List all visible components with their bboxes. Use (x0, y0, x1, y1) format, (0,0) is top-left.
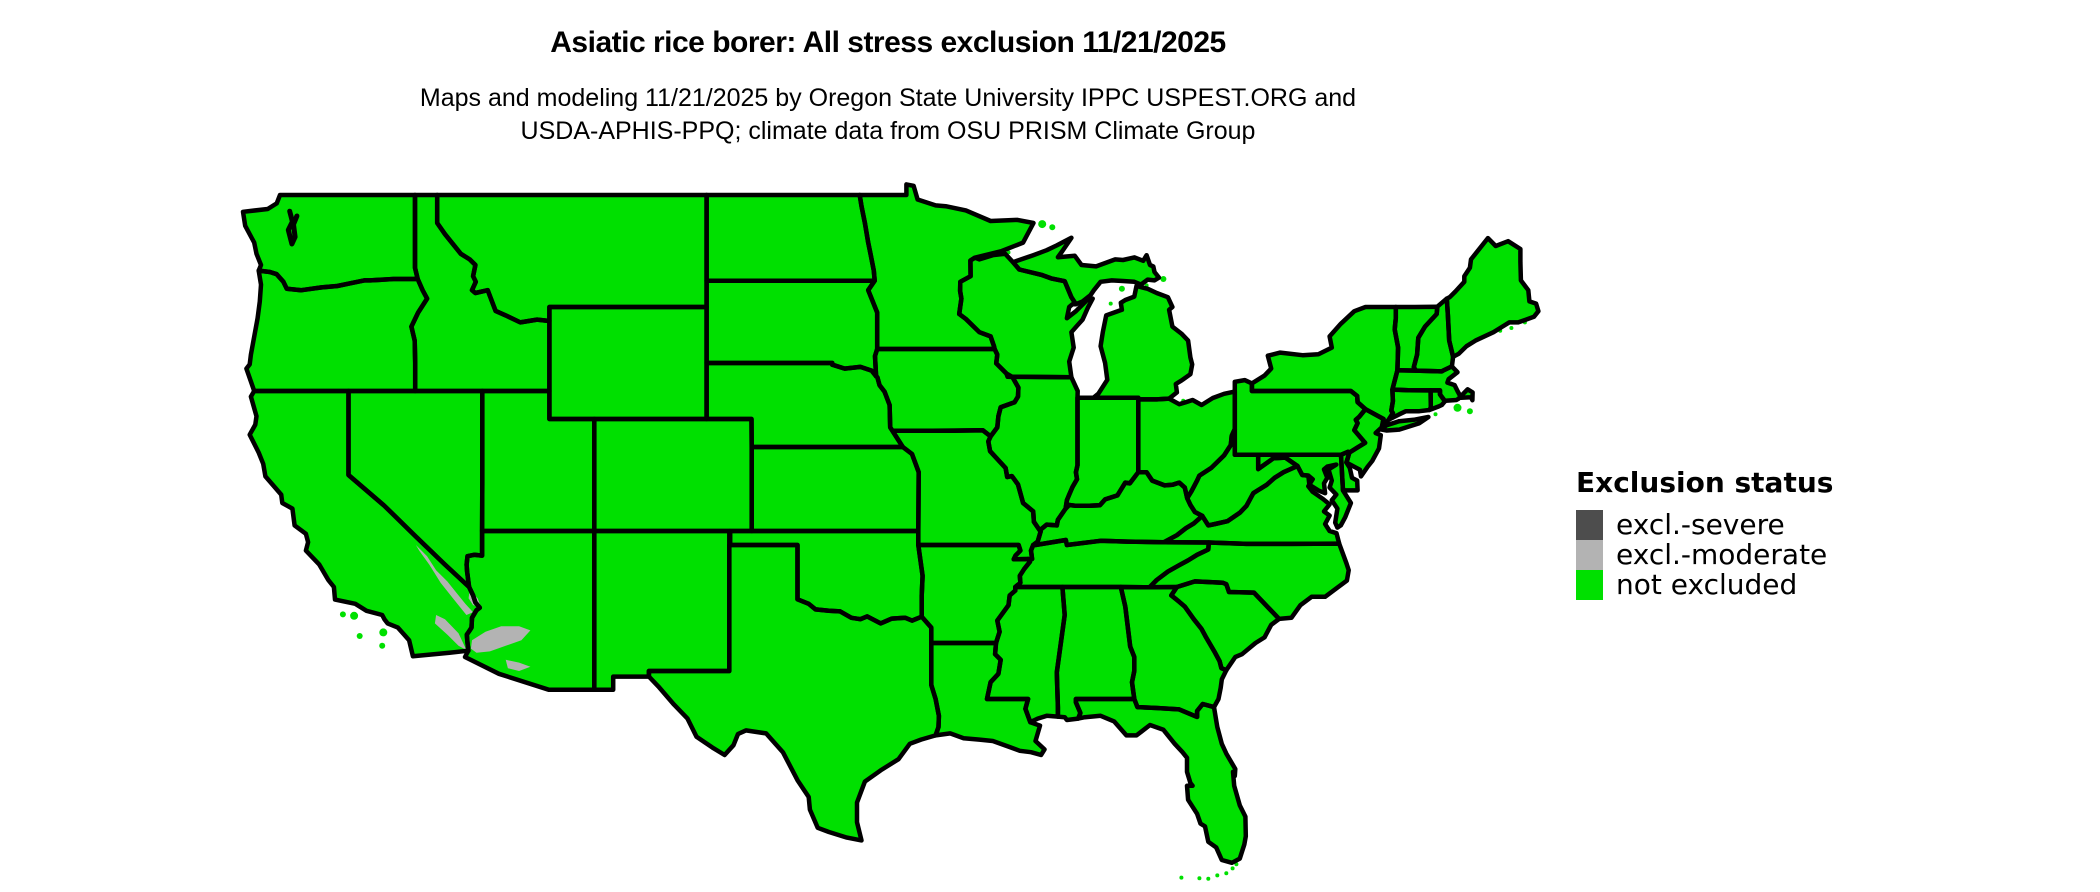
island-speck (1230, 866, 1235, 871)
excl-moderate-patch (415, 545, 474, 615)
state-fill-mi (1093, 286, 1193, 400)
excl-moderate-patch (434, 615, 467, 650)
legend-label-moderate: excl.-moderate (1616, 538, 1828, 571)
state-fill-me (1446, 238, 1539, 357)
state-fill-sc (1171, 581, 1280, 671)
state-border-li (1378, 414, 1431, 433)
state-fill-oh (1138, 391, 1235, 499)
state-fill-az (465, 531, 595, 690)
island-speck (1049, 224, 1056, 231)
state-fill-ia (875, 349, 1019, 437)
legend-swatch-severe (1576, 510, 1603, 540)
island-speck (1453, 403, 1462, 412)
state-fill-pa (1234, 380, 1366, 455)
state-fill-mn (859, 184, 1034, 349)
state-fill-wa (243, 195, 418, 291)
state-border-oh (1136, 389, 1238, 501)
state-fill-mt (437, 195, 707, 323)
island-speck (379, 642, 386, 649)
state-fill-nm (594, 531, 730, 690)
state-fill-ok (730, 531, 923, 624)
legend-label-not-excluded: not excluded (1616, 568, 1798, 601)
state-border-mi (1091, 283, 1195, 402)
island-speck (1224, 871, 1229, 876)
puget-sound-inlet (285, 208, 300, 247)
island-speck (356, 633, 363, 639)
map-subtitle-line2: USDA-APHIS-PPQ; climate data from OSU PR… (520, 117, 1256, 145)
state-fill-co (594, 419, 752, 531)
state-border-il (986, 374, 1080, 534)
island-speck (1215, 873, 1220, 878)
legend-title: Exclusion status (1576, 466, 1834, 499)
legend-label-severe: excl.-severe (1616, 508, 1785, 541)
island-speck (379, 628, 388, 637)
legend: Exclusion status excl.-severe excl.-mode… (1576, 466, 1833, 600)
state-fill-miup (1013, 237, 1159, 305)
island-speck (1118, 285, 1125, 292)
excl-moderate-patch (470, 626, 531, 653)
state-fill-wy (549, 307, 707, 419)
island-speck (1108, 301, 1113, 306)
island-speck (1179, 875, 1184, 880)
state-fill-wi (959, 253, 1093, 378)
state-fill-ks (751, 447, 919, 531)
state-border-nj (1344, 406, 1386, 479)
island-speck (1509, 326, 1514, 330)
state-fill-mo (892, 430, 1041, 560)
island-speck (1466, 408, 1473, 415)
state-fill-nc (1149, 542, 1349, 619)
state-fill-nj (1346, 409, 1384, 477)
island-speck (1206, 876, 1211, 881)
island-speck (278, 202, 287, 211)
island-speck (339, 611, 346, 618)
state-fill-ar (918, 545, 1030, 643)
state-fill-fl (1075, 699, 1246, 863)
island-speck (1433, 412, 1438, 417)
legend-item-moderate: excl.-moderate (1576, 540, 1833, 570)
island-speck (350, 611, 359, 620)
state-fill-va (1163, 466, 1340, 544)
state-border-fl (1073, 696, 1249, 866)
state-fill-ne (706, 363, 903, 447)
island-speck (288, 202, 295, 209)
state-fill-wv (1187, 429, 1298, 526)
state-fill-ga (1120, 587, 1227, 717)
state-border-me (1444, 235, 1541, 360)
state-fill-ms (987, 587, 1065, 723)
state-fill-ut (482, 391, 595, 531)
island-speck (1197, 876, 1202, 881)
legend-item-severe: excl.-severe (1576, 510, 1833, 540)
island-speck (1160, 276, 1167, 282)
state-fill-nh (1413, 298, 1454, 372)
excl-moderate-patch (505, 659, 531, 671)
state-fill-nd (706, 195, 875, 281)
state-fill-nv (348, 391, 483, 587)
state-fill-ky (1033, 472, 1203, 545)
legend-swatch-not-excluded (1576, 570, 1603, 600)
title-block: Asiatic rice borer: All stress exclusion… (0, 0, 1776, 148)
legend-swatch-moderate (1576, 540, 1603, 570)
state-fill-sd (706, 280, 878, 377)
state-fill-al (1056, 587, 1135, 720)
state-fill-ind (1065, 397, 1139, 509)
island-speck (1038, 220, 1047, 229)
legend-item-not-excluded: not excluded (1576, 570, 1833, 600)
state-fill-ny (1251, 307, 1399, 424)
state-fill-il (988, 376, 1078, 532)
state-border-ct (1386, 387, 1434, 422)
map-title: Asiatic rice borer: All stress exclusion… (550, 26, 1226, 59)
state-border-md (1255, 452, 1354, 530)
state-fill-ca (249, 391, 480, 657)
map-subtitle-line1: Maps and modeling 11/21/2025 by Oregon S… (419, 84, 1357, 112)
state-fill-or (246, 270, 428, 391)
state-border-miup (1010, 235, 1162, 307)
map-subtitle: Maps and modeling 11/21/2025 by Oregon S… (0, 60, 1776, 148)
